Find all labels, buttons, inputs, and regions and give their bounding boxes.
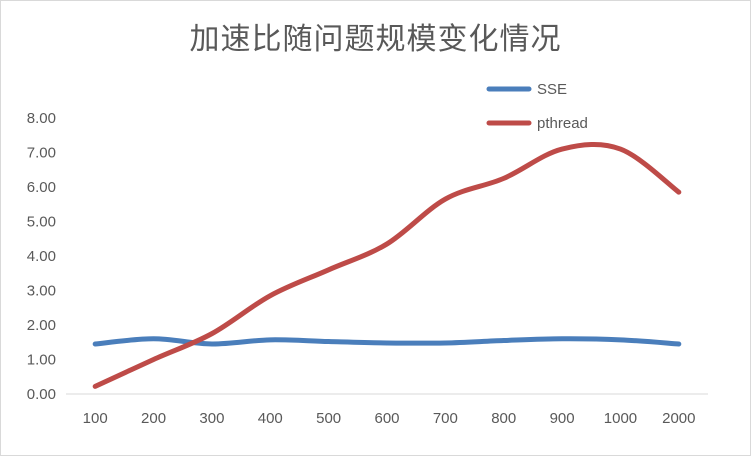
y-tick-label: 6.00 [27, 179, 56, 196]
x-tick-label: 600 [374, 410, 399, 427]
legend: SSE pthread [486, 81, 588, 132]
x-tick-label: 200 [141, 410, 166, 427]
legend-label-pthread: pthread [537, 115, 588, 132]
x-tick-label: 1000 [604, 410, 637, 427]
y-axis-tick-labels: 0.00 1.00 2.00 3.00 4.00 5.00 6.00 7.00 8.00 [27, 110, 56, 403]
y-tick-label: 8.00 [27, 110, 56, 127]
x-tick-label: 800 [491, 410, 516, 427]
x-axis-tick-labels: 100 200 300 400 500 600 700 800 900 1000 2000 [83, 410, 696, 427]
y-tick-label: 0.00 [27, 386, 56, 403]
x-tick-label: 300 [199, 410, 224, 427]
x-tick-label: 900 [550, 410, 575, 427]
x-tick-label: 400 [258, 410, 283, 427]
y-tick-label: 4.00 [27, 248, 56, 265]
y-tick-label: 7.00 [27, 145, 56, 162]
series-line-sse [92, 336, 682, 347]
x-tick-label: 2000 [662, 410, 695, 427]
x-tick-label: 100 [83, 410, 108, 427]
chart-title: 加速比随问题规模变化情况 [189, 22, 562, 57]
x-tick-label: 500 [316, 410, 341, 427]
y-tick-label: 3.00 [27, 283, 56, 300]
series-line-pthread [92, 142, 682, 389]
x-tick-label: 700 [433, 410, 458, 427]
y-tick-label: 1.00 [27, 352, 56, 369]
y-tick-label: 2.00 [27, 317, 56, 334]
y-tick-label: 5.00 [27, 214, 56, 231]
series-lines [92, 142, 682, 389]
legend-label-sse: SSE [537, 81, 567, 98]
